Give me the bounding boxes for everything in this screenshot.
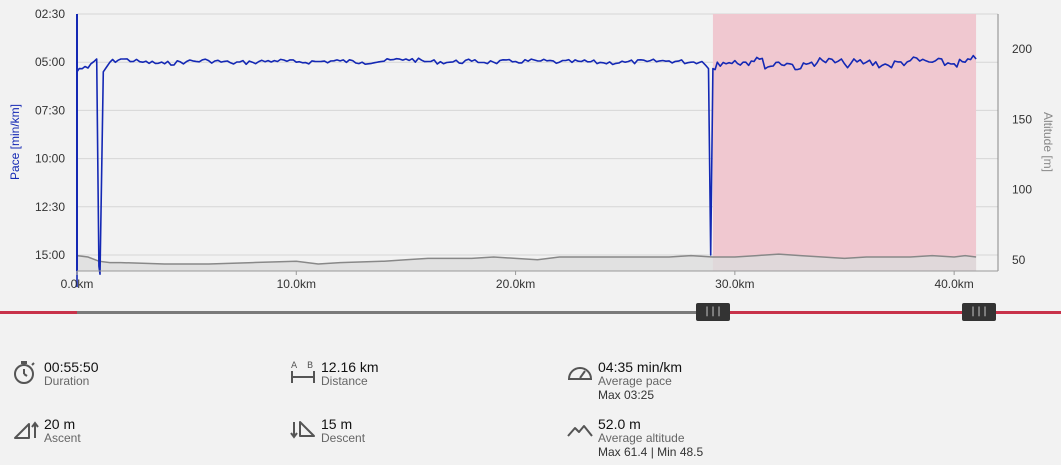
pace-line bbox=[76, 54, 977, 288]
descent-icon bbox=[290, 421, 315, 439]
selected-range-highlight bbox=[712, 14, 977, 271]
range-slider[interactable]: ||| ||| bbox=[0, 300, 1061, 326]
pace-tick-label: 15:00 bbox=[35, 248, 65, 262]
descent-label: Descent bbox=[321, 431, 366, 445]
pace-tick-label: 02:30 bbox=[35, 7, 65, 21]
duration-value: 00:55:50 bbox=[44, 359, 99, 375]
ascent-value: 20 m bbox=[44, 416, 76, 432]
average-pace-value: 04:35 min/km bbox=[598, 359, 683, 375]
speedometer-icon bbox=[567, 367, 593, 380]
altitude-tick-label: 150 bbox=[1012, 112, 1032, 126]
altitude-line bbox=[76, 253, 977, 265]
slider-track-selected bbox=[713, 311, 1061, 314]
altitude-area bbox=[77, 254, 977, 271]
slider-track-left bbox=[0, 311, 77, 314]
distance-ab-icon: A B bbox=[291, 361, 315, 383]
x-tick-label: 40.0km bbox=[934, 277, 973, 291]
slider-handle-end[interactable]: ||| bbox=[962, 303, 996, 321]
duration-label: Duration bbox=[44, 374, 90, 388]
ascent-icon bbox=[14, 421, 39, 439]
pace-altitude-chart[interactable]: 02:30 05:00 07:30 10:00 12:30 15:00 200 150 100… bbox=[0, 0, 1061, 295]
altitude-max-min-text: Max 61.4 | Min 48.5 bbox=[598, 445, 704, 459]
max-pace-text: Max 03:25 bbox=[598, 388, 655, 402]
descent-value: 15 m bbox=[321, 416, 353, 432]
altitude-tick-label: 100 bbox=[1012, 183, 1032, 197]
pace-tick-label: 10:00 bbox=[35, 152, 65, 166]
stopwatch-icon bbox=[14, 361, 35, 384]
x-tick-label: 30.0km bbox=[715, 277, 754, 291]
average-pace-label: Average pace bbox=[598, 374, 672, 388]
altitude-tick-label: 200 bbox=[1012, 42, 1032, 56]
left-axis-title: Pace [min/km] bbox=[8, 104, 22, 180]
altitude-tick-label: 50 bbox=[1012, 253, 1026, 267]
slider-handle-start[interactable]: ||| bbox=[696, 303, 730, 321]
pace-tick-label: 07:30 bbox=[35, 103, 65, 117]
distance-value: 12.16 km bbox=[321, 359, 379, 375]
pace-tick-label: 12:30 bbox=[35, 200, 65, 214]
ascent-label: Ascent bbox=[44, 431, 81, 445]
svg-text:B: B bbox=[307, 361, 313, 371]
mountain-icon bbox=[567, 425, 593, 437]
right-axis-title: Altitude [m] bbox=[1041, 112, 1055, 172]
pace-tick-label: 05:00 bbox=[35, 55, 65, 69]
average-altitude-label: Average altitude bbox=[598, 431, 685, 445]
x-tick-label: 10.0km bbox=[277, 277, 316, 291]
svg-text:A: A bbox=[291, 361, 298, 371]
distance-label: Distance bbox=[321, 374, 368, 388]
x-tick-label: 0.0km bbox=[61, 277, 94, 291]
x-tick-label: 20.0km bbox=[496, 277, 535, 291]
slider-track-unselected bbox=[77, 311, 713, 314]
average-altitude-value: 52.0 m bbox=[598, 416, 641, 432]
